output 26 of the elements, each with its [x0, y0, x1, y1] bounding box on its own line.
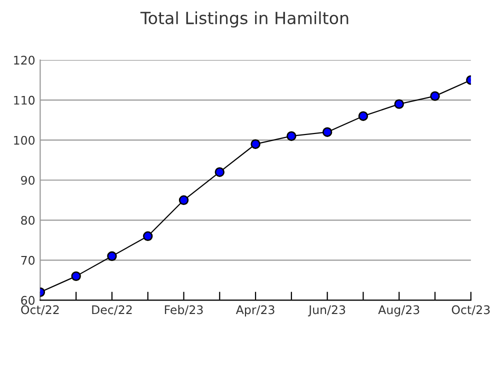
y-tick-label: 120	[14, 56, 35, 65]
point	[322, 127, 332, 137]
x-tick-label: Oct/22	[21, 305, 59, 316]
point	[358, 111, 368, 121]
point	[142, 231, 153, 242]
point	[430, 91, 440, 101]
point	[394, 99, 404, 109]
chart-title: Total Listings in Hamilton	[140, 11, 348, 28]
y-tick-label: 80	[21, 216, 35, 225]
x-tick-label: Apr/23	[236, 305, 274, 316]
x-tick-label: Oct/23	[452, 305, 490, 316]
point	[250, 139, 260, 149]
x-tick-label: Feb/23	[164, 305, 203, 316]
point	[214, 167, 225, 177]
x-tick-label: Dec/22	[92, 305, 132, 316]
y-tick-label: 110	[14, 96, 35, 105]
x-tick-label: Aug/23	[378, 305, 420, 316]
point	[286, 131, 296, 141]
y-tick-label: 90	[21, 176, 35, 185]
point	[71, 271, 81, 282]
point	[107, 251, 117, 262]
y-tick-label: 100	[14, 136, 35, 145]
x-tick-label: Jun/23	[308, 305, 346, 316]
y-tick-label: 70	[21, 256, 35, 265]
y-tick-label: 60	[21, 296, 35, 305]
point	[178, 195, 189, 205]
